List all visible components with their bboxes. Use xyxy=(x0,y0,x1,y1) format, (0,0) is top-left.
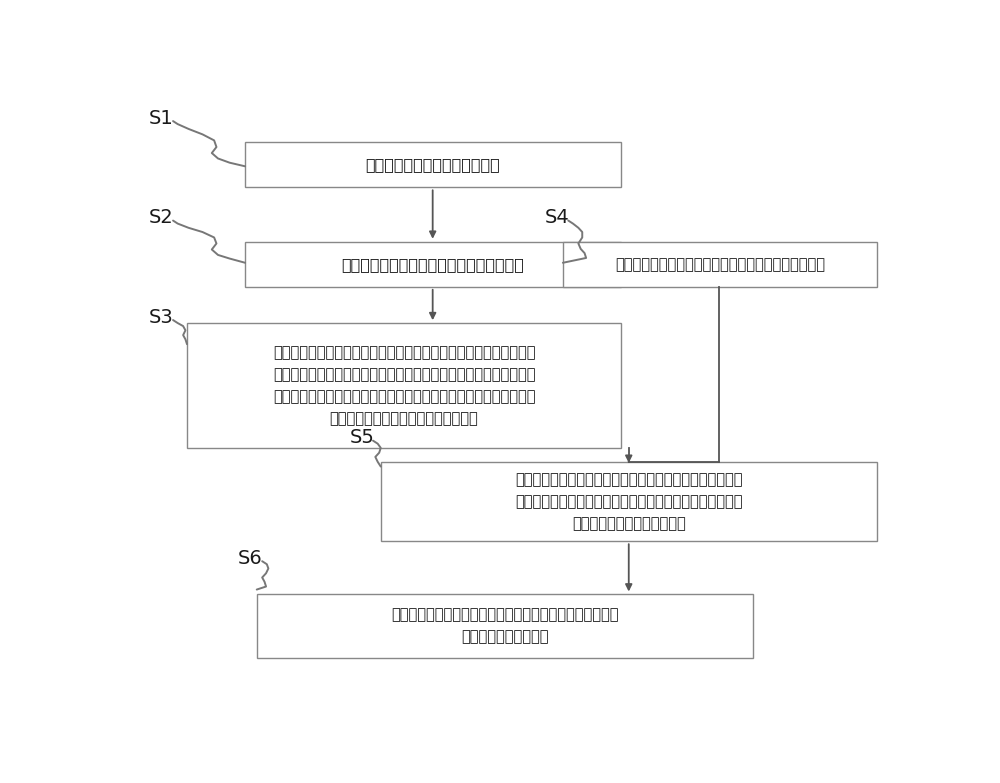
Text: 将所述小麦种植区域的归一化植被光谱指数变化值和气象信
息数据输入到构建的小麦条锈病遥感监测模型中，获得所述
小麦种植区域的小麦病情指数: 将所述小麦种植区域的归一化植被光谱指数变化值和气象信 息数据输入到构建的小麦条锈… xyxy=(515,472,742,531)
Bar xyxy=(245,242,621,287)
Text: S1: S1 xyxy=(148,109,173,128)
Text: S4: S4 xyxy=(545,208,570,227)
Bar xyxy=(563,242,877,287)
Text: 从时相遥感影像中获得小麦种植区域的影像: 从时相遥感影像中获得小麦种植区域的影像 xyxy=(342,257,524,272)
Bar xyxy=(257,594,753,658)
Text: S6: S6 xyxy=(237,549,262,568)
Bar xyxy=(245,143,621,187)
Text: 分别获取所述小麦种植区域在第一预设时间的第一植被光谱指数和第
二预设时间的第二植被光谱指数，对所述小麦种植区域的所述第一植
被光谱指数和第二植被光谱指数进行归一: 分别获取所述小麦种植区域在第一预设时间的第一植被光谱指数和第 二预设时间的第二植… xyxy=(273,345,535,426)
Text: S5: S5 xyxy=(350,428,375,447)
Bar xyxy=(187,323,621,448)
Text: S2: S2 xyxy=(148,208,173,227)
Text: 根据所述小麦种植区域的小麦病情指数，获得小麦种植区域
的小麦条锈病监测结果: 根据所述小麦种植区域的小麦病情指数，获得小麦种植区域 的小麦条锈病监测结果 xyxy=(391,608,618,644)
Text: 获取待监测区域的时相遥感影像: 获取待监测区域的时相遥感影像 xyxy=(366,157,500,172)
Bar xyxy=(381,462,877,541)
Text: S3: S3 xyxy=(148,308,173,327)
Text: 获取所述小麦种植区域在预设时间段内的气象信息数据: 获取所述小麦种植区域在预设时间段内的气象信息数据 xyxy=(615,257,825,272)
